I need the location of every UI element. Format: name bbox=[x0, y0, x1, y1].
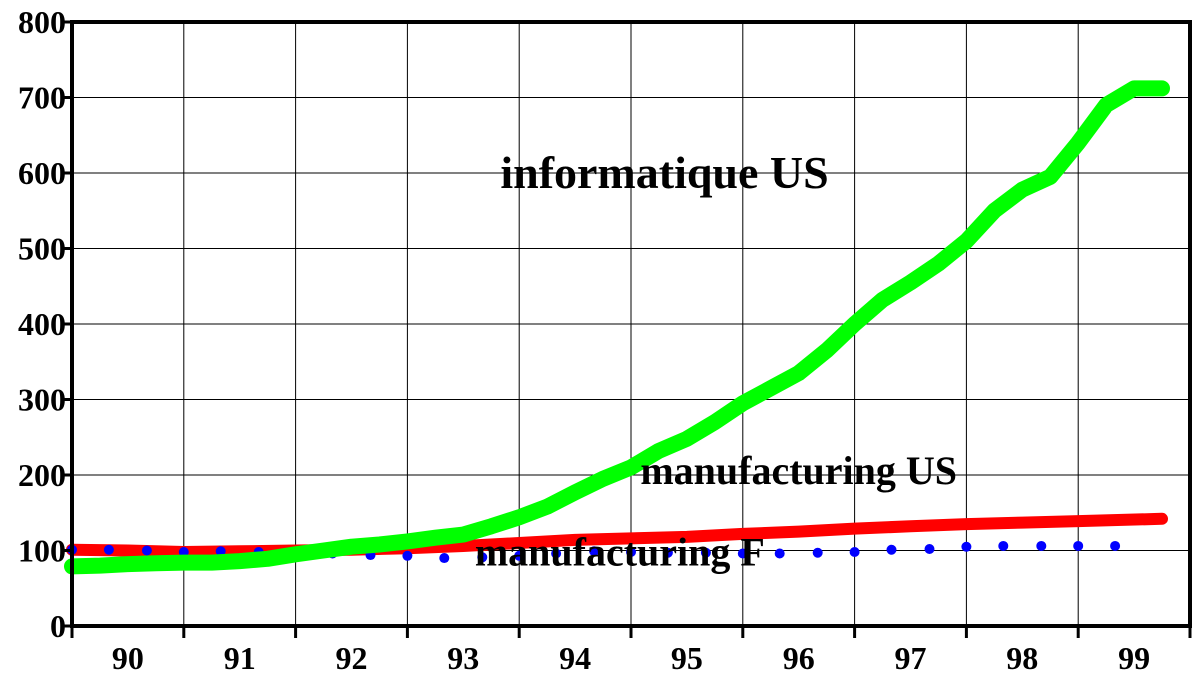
y-tick-label: 300 bbox=[18, 382, 66, 418]
series-point-manufacturing-f bbox=[514, 550, 525, 561]
series-line-manufacturing-us bbox=[66, 512, 1168, 558]
series-point-manufacturing-f bbox=[849, 547, 860, 558]
series-point-manufacturing-f bbox=[812, 547, 823, 558]
series-point-manufacturing-f bbox=[924, 543, 935, 554]
series-point-manufacturing-f bbox=[439, 553, 450, 564]
series-point-manufacturing-f bbox=[998, 540, 1009, 551]
series-point-manufacturing-f bbox=[886, 544, 897, 555]
x-tick-label: 99 bbox=[1118, 640, 1150, 676]
series-point-manufacturing-f bbox=[477, 552, 488, 563]
x-tick-label: 91 bbox=[224, 640, 256, 676]
series-annotations: informatique US manufacturing US manufactu… bbox=[475, 147, 957, 574]
series-point-manufacturing-f bbox=[626, 547, 636, 558]
y-tick-labels: 0 100 200 300 400 500 600 700 800 bbox=[18, 4, 66, 644]
y-tick-label: 800 bbox=[18, 4, 66, 40]
tick-marks bbox=[64, 20, 1192, 638]
series-annotation: informatique US bbox=[500, 147, 828, 198]
x-tick-label: 95 bbox=[671, 640, 703, 676]
series-annotation: manufacturing US bbox=[640, 448, 957, 493]
x-tick-label: 98 bbox=[1006, 640, 1038, 676]
series-point-manufacturing-f bbox=[700, 547, 711, 558]
y-tick-label: 200 bbox=[18, 457, 66, 493]
series-layer bbox=[64, 80, 1170, 575]
x-tick-label: 92 bbox=[336, 640, 368, 676]
series-point-manufacturing-f bbox=[402, 550, 413, 561]
series-point-manufacturing-f bbox=[178, 547, 189, 558]
series-point-manufacturing-f bbox=[551, 548, 562, 559]
series-point-manufacturing-f bbox=[215, 546, 226, 557]
x-tick-label: 97 bbox=[895, 640, 927, 676]
y-tick-label: 700 bbox=[18, 80, 66, 116]
series-point-manufacturing-f bbox=[141, 545, 152, 556]
y-tick-label: 0 bbox=[50, 608, 66, 644]
y-tick-label: 600 bbox=[18, 155, 66, 191]
series-point-manufacturing-f bbox=[103, 544, 114, 555]
y-tick-label: 100 bbox=[18, 533, 66, 569]
x-tick-labels: 90 91 92 93 94 95 96 97 98 99 bbox=[112, 640, 1150, 676]
series-point-manufacturing-f bbox=[1073, 540, 1084, 551]
series-point-manufacturing-f bbox=[961, 541, 972, 552]
series-line-informatique-us bbox=[64, 80, 1170, 575]
y-tick-label: 400 bbox=[18, 306, 66, 342]
x-tick-label: 94 bbox=[559, 640, 591, 676]
series-point-manufacturing-f bbox=[662, 547, 673, 558]
x-tick-label: 90 bbox=[112, 640, 144, 676]
series-point-manufacturing-f bbox=[737, 548, 748, 559]
series-point-manufacturing-f bbox=[774, 548, 785, 559]
x-tick-label: 96 bbox=[783, 640, 815, 676]
series-annotation: manufacturing F bbox=[475, 530, 765, 575]
series-point-manufacturing-f bbox=[1036, 540, 1047, 551]
x-tick-label: 93 bbox=[447, 640, 479, 676]
y-tick-label: 500 bbox=[18, 231, 66, 267]
series-point-manufacturing-f bbox=[589, 546, 600, 557]
series-point-manufacturing-f bbox=[1110, 540, 1121, 551]
